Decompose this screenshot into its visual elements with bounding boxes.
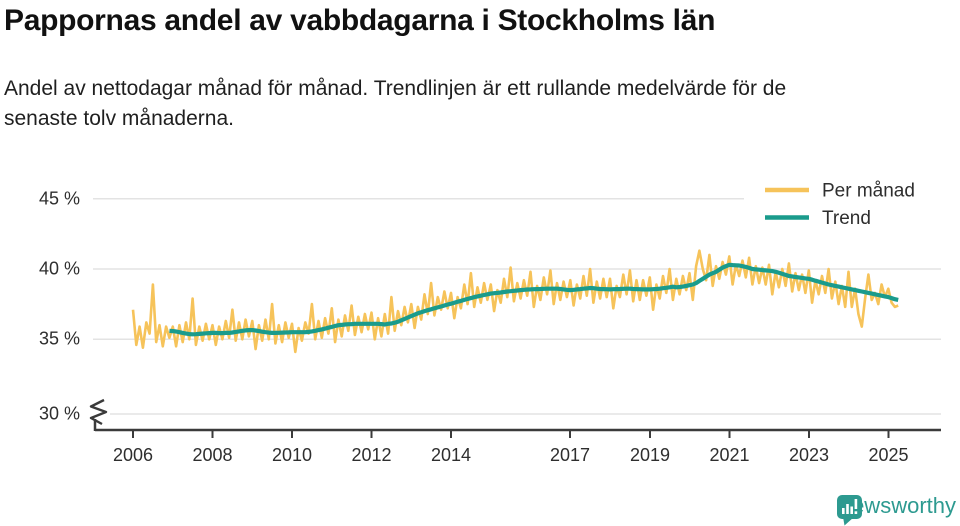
trend-line — [169, 262, 899, 337]
legend-label-trend: Trend — [822, 208, 871, 229]
y-tick-label: 35 % — [39, 329, 80, 349]
x-tick-label: 2025 — [868, 445, 908, 465]
newsworthy-barchart-bubble-icon — [837, 495, 863, 526]
x-tick-label: 2023 — [789, 445, 829, 465]
x-tick-label: 2010 — [272, 445, 312, 465]
x-tick-label: 2014 — [431, 445, 471, 465]
legend-background — [744, 174, 942, 236]
page-title: Pappornas andel av vabbdagarna i Stockho… — [4, 4, 716, 37]
per-manad-line — [131, 249, 899, 354]
x-tick-label: 2012 — [351, 445, 391, 465]
y-tick-label: 30 % — [39, 404, 80, 424]
x-tick-label: 2006 — [113, 445, 153, 465]
legend-label-per-manad: Per månad — [822, 181, 915, 202]
x-axis — [89, 398, 941, 438]
x-tick-label: 2017 — [550, 445, 590, 465]
legend: Per månad Trend — [744, 174, 942, 236]
chart-subtitle: Andel av nettodagar månad för månad. Tre… — [4, 77, 787, 130]
axis-break-icon — [89, 398, 108, 426]
x-tick-label: 2008 — [192, 445, 232, 465]
x-axis-labels: 2006 2008 2010 2012 2014 2017 2019 2021 … — [113, 445, 909, 465]
x-tick-label: 2021 — [709, 445, 749, 465]
x-axis-ticks — [132, 431, 890, 438]
y-tick-label: 45 % — [39, 189, 80, 209]
y-tick-label: 40 % — [39, 259, 80, 279]
brand-logo: Newsworthy — [836, 493, 956, 526]
y-axis-labels: 45 % 40 % 35 % 30 % — [39, 189, 80, 424]
x-tick-label: 2019 — [630, 445, 670, 465]
